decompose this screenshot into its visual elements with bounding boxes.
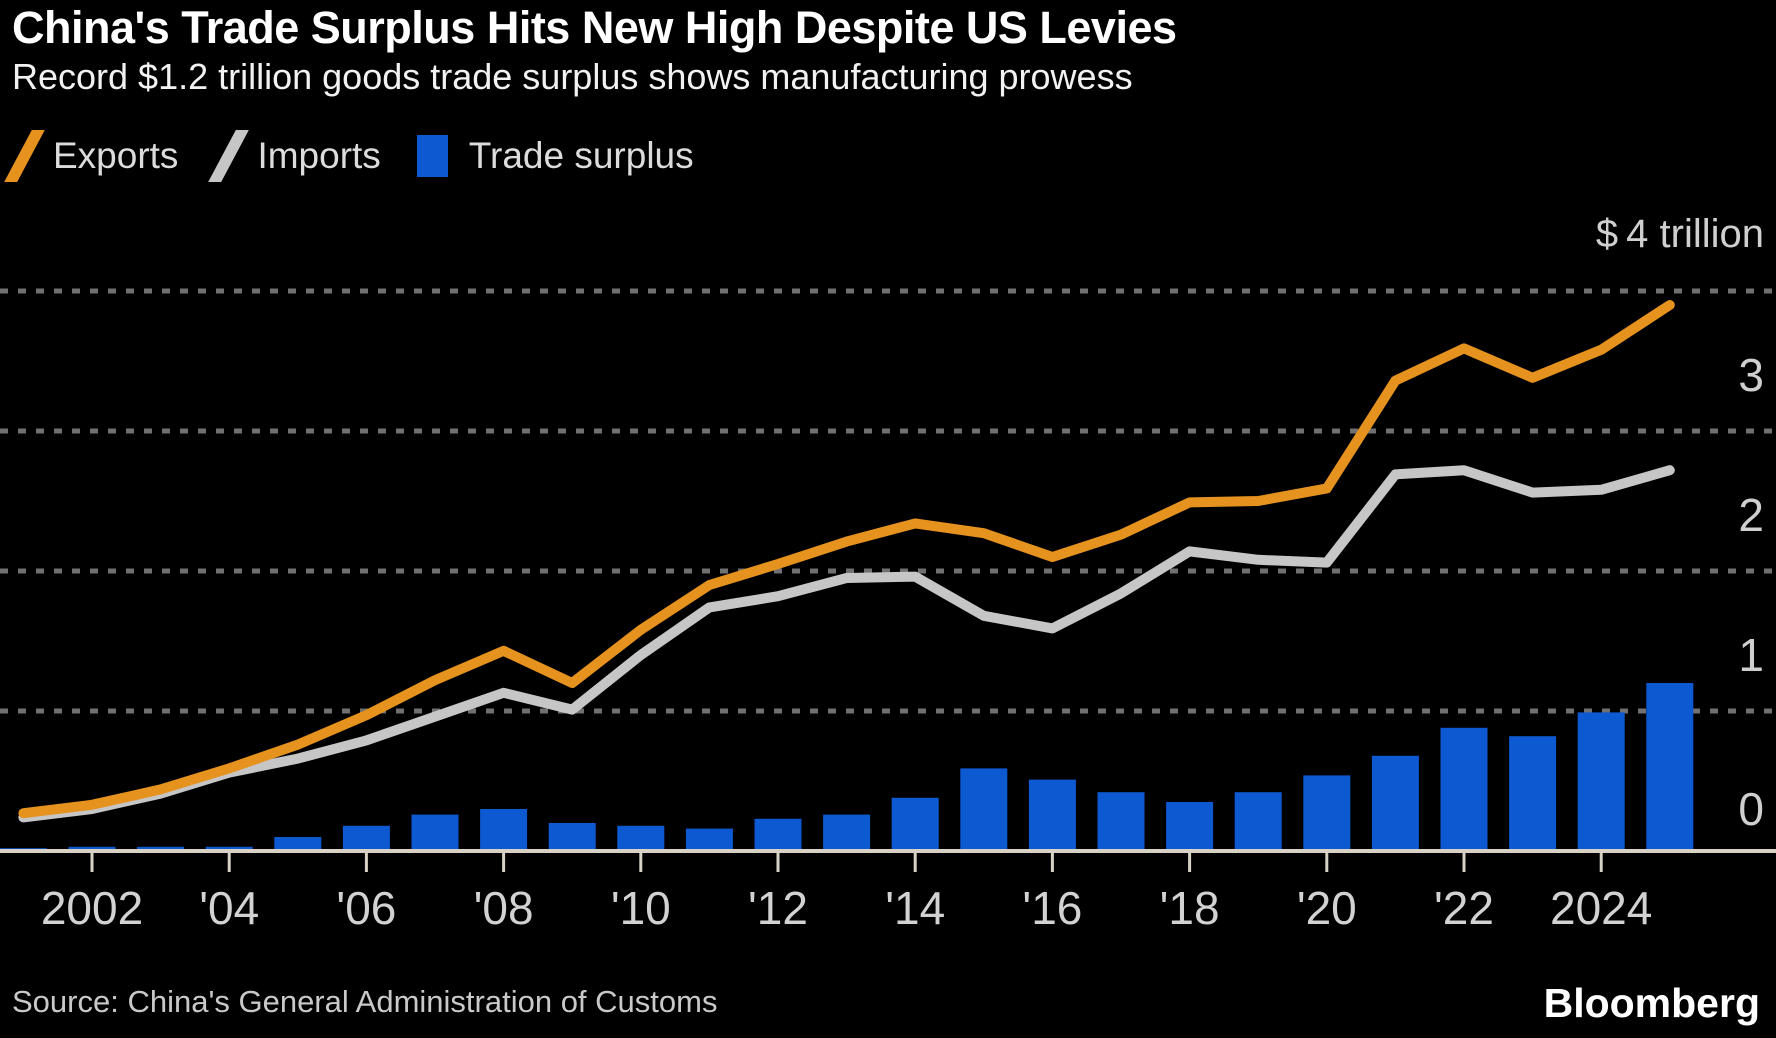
surplus-bar-2019 <box>1234 792 1282 851</box>
surplus-bar-2021 <box>1371 755 1419 851</box>
surplus-bar-2002 <box>68 846 116 851</box>
surplus-bar-2007 <box>411 814 459 851</box>
surplus-bar-2020 <box>1303 775 1351 851</box>
x-tick-label-2010: '10 <box>611 882 671 934</box>
y-tick-label-1: 1 <box>1738 629 1764 681</box>
trade-surplus-swatch-icon <box>416 135 448 177</box>
y-tick-label-3: 3 <box>1738 349 1764 401</box>
imports-line <box>18 465 1675 823</box>
x-tick-label-2020: '20 <box>1297 882 1357 934</box>
surplus-bar-2010 <box>617 825 665 851</box>
surplus-bar-2023 <box>1509 736 1557 851</box>
surplus-bar-2008 <box>480 809 528 851</box>
surplus-bar-2012 <box>754 818 802 851</box>
x-tick-label-2008: '08 <box>474 882 534 934</box>
surplus-bar-2011 <box>685 828 733 851</box>
legend-item-exports: Exports <box>4 130 179 182</box>
surplus-bar-2006 <box>342 825 390 851</box>
surplus-bar-2015 <box>960 768 1008 851</box>
legend-label-exports: Exports <box>53 135 179 176</box>
y-tick-label-4: $ 4 trillion <box>1596 212 1764 256</box>
surplus-bar-2018 <box>1166 802 1214 851</box>
surplus-bar-2017 <box>1097 792 1145 851</box>
legend-label-trade-surplus: Trade surplus <box>468 135 694 176</box>
surplus-bar-2005 <box>274 837 322 851</box>
surplus-bar-2003 <box>137 846 185 851</box>
surplus-bar-2022 <box>1440 727 1488 851</box>
surplus-bar-2016 <box>1028 779 1076 851</box>
surplus-bar-2004 <box>205 846 253 851</box>
x-tick-label-2022: '22 <box>1434 882 1494 934</box>
x-tick-label-2004: '04 <box>199 882 259 934</box>
exports-line <box>18 300 1675 819</box>
x-tick-label-2002: 2002 <box>41 882 143 934</box>
legend-item-trade-surplus: Trade surplus <box>416 135 694 177</box>
legend-label-imports: Imports <box>257 135 381 176</box>
chart-subtitle: Record $1.2 trillion goods trade surplus… <box>12 56 1133 97</box>
x-tick-label-2012: '12 <box>748 882 808 934</box>
x-tick-label-2016: '16 <box>1022 882 1082 934</box>
surplus-bar-2024 <box>1577 712 1625 851</box>
surplus-bar-2009 <box>548 823 596 851</box>
y-tick-label-0: 0 <box>1738 783 1764 835</box>
x-tick-label-2014: '14 <box>885 882 945 934</box>
source-note: Source: China's General Administration o… <box>12 984 718 1019</box>
y-tick-label-2: 2 <box>1738 489 1764 541</box>
surplus-bar-2013 <box>823 814 871 851</box>
page-title: China's Trade Surplus Hits New High Desp… <box>12 2 1177 53</box>
x-tick-label-2006: '06 <box>336 882 396 934</box>
legend: Exports Imports Trade surplus <box>4 126 694 186</box>
surplus-bar-2025 <box>1646 683 1694 851</box>
x-tick-label-2024: 2024 <box>1550 882 1652 934</box>
bloomberg-logo: Bloomberg <box>1543 980 1760 1026</box>
legend-item-imports: Imports <box>208 130 381 182</box>
surplus-bar-2014 <box>891 797 939 851</box>
x-tick-label-2018: '18 <box>1160 882 1220 934</box>
